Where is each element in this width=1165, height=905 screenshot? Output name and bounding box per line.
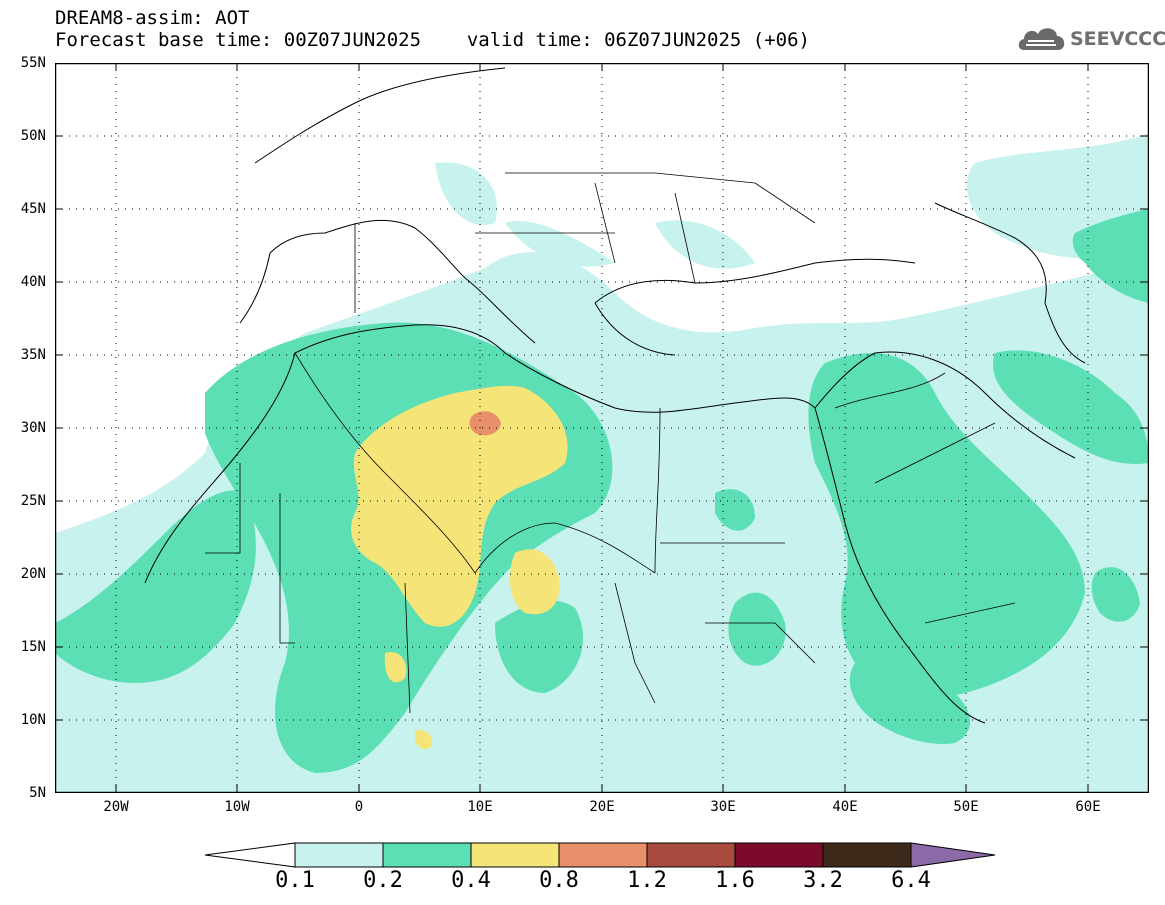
colorbar-label-0-2: 0.2 <box>363 868 403 893</box>
lat-label-35n: 35N <box>20 347 46 363</box>
coastlines <box>144 67 1086 724</box>
colorbar-label-1-6: 1.6 <box>715 868 755 893</box>
lat-label-10n: 10N <box>20 712 46 728</box>
colorbar-bin-7 <box>822 842 912 868</box>
aot-contour-level-4 <box>469 411 501 436</box>
lon-label-30e: 30E <box>710 799 736 815</box>
colorbar-label-0-1: 0.1 <box>275 868 315 893</box>
colorbar-bin-6 <box>734 842 824 868</box>
lon-label-40e: 40E <box>832 799 858 815</box>
colorbar-bin-5 <box>646 842 736 868</box>
lat-label-15n: 15N <box>20 639 46 655</box>
colorbar-over-arrow <box>910 842 996 868</box>
lon-label-60e: 60E <box>1075 799 1101 815</box>
lon-label-20w: 20W <box>103 799 129 815</box>
lat-label-45n: 45N <box>20 201 46 217</box>
colorbar-under-arrow <box>205 842 296 868</box>
lon-label-50e: 50E <box>953 799 979 815</box>
lat-label-30n: 30N <box>20 420 46 436</box>
colorbar <box>205 842 996 868</box>
aot-map <box>55 63 1149 793</box>
colorbar-label-1-2: 1.2 <box>627 868 667 893</box>
lat-label-50n: 50N <box>20 128 46 144</box>
logo-text: SEEVCCC <box>1070 28 1165 50</box>
map-frame <box>55 63 1149 793</box>
valid-time: valid time: 06Z07JUN2025 (+06) <box>466 29 810 51</box>
map-title: DREAM8-assim: AOT <box>55 7 250 29</box>
lon-label-10w: 10W <box>224 799 250 815</box>
lat-label-40n: 40N <box>20 274 46 290</box>
lat-label-55n: 55N <box>20 55 46 71</box>
axis-ticks <box>55 63 1149 793</box>
lat-label-20n: 20N <box>20 566 46 582</box>
colorbar-bin-3 <box>470 842 560 868</box>
cloud-logo-icon <box>1018 28 1065 50</box>
colorbar-label-0-8: 0.8 <box>539 868 579 893</box>
forecast-base-time: Forecast base time: 00Z07JUN2025 <box>55 29 422 51</box>
lat-label-5n: 5N <box>29 785 46 801</box>
country-borders <box>205 172 1016 714</box>
lat-label-25n: 25N <box>20 493 46 509</box>
graticule <box>55 63 1149 793</box>
lon-label-0: 0 <box>354 799 364 815</box>
aot-contour-level-3 <box>351 385 568 750</box>
seevccc-logo: SEEVCCC <box>1016 22 1165 56</box>
colorbar-label-0-4: 0.4 <box>451 868 491 893</box>
colorbar-label-6-4: 6.4 <box>891 868 931 893</box>
colorbar-bin-2 <box>382 842 472 868</box>
lon-label-10e: 10E <box>467 799 493 815</box>
colorbar-bin-1 <box>294 842 384 868</box>
colorbar-bin-4 <box>558 842 648 868</box>
colorbar-label-3-2: 3.2 <box>803 868 843 893</box>
map-subtitle: Forecast base time: 00Z07JUN2025 valid t… <box>55 30 810 50</box>
lon-label-20e: 20E <box>589 799 615 815</box>
